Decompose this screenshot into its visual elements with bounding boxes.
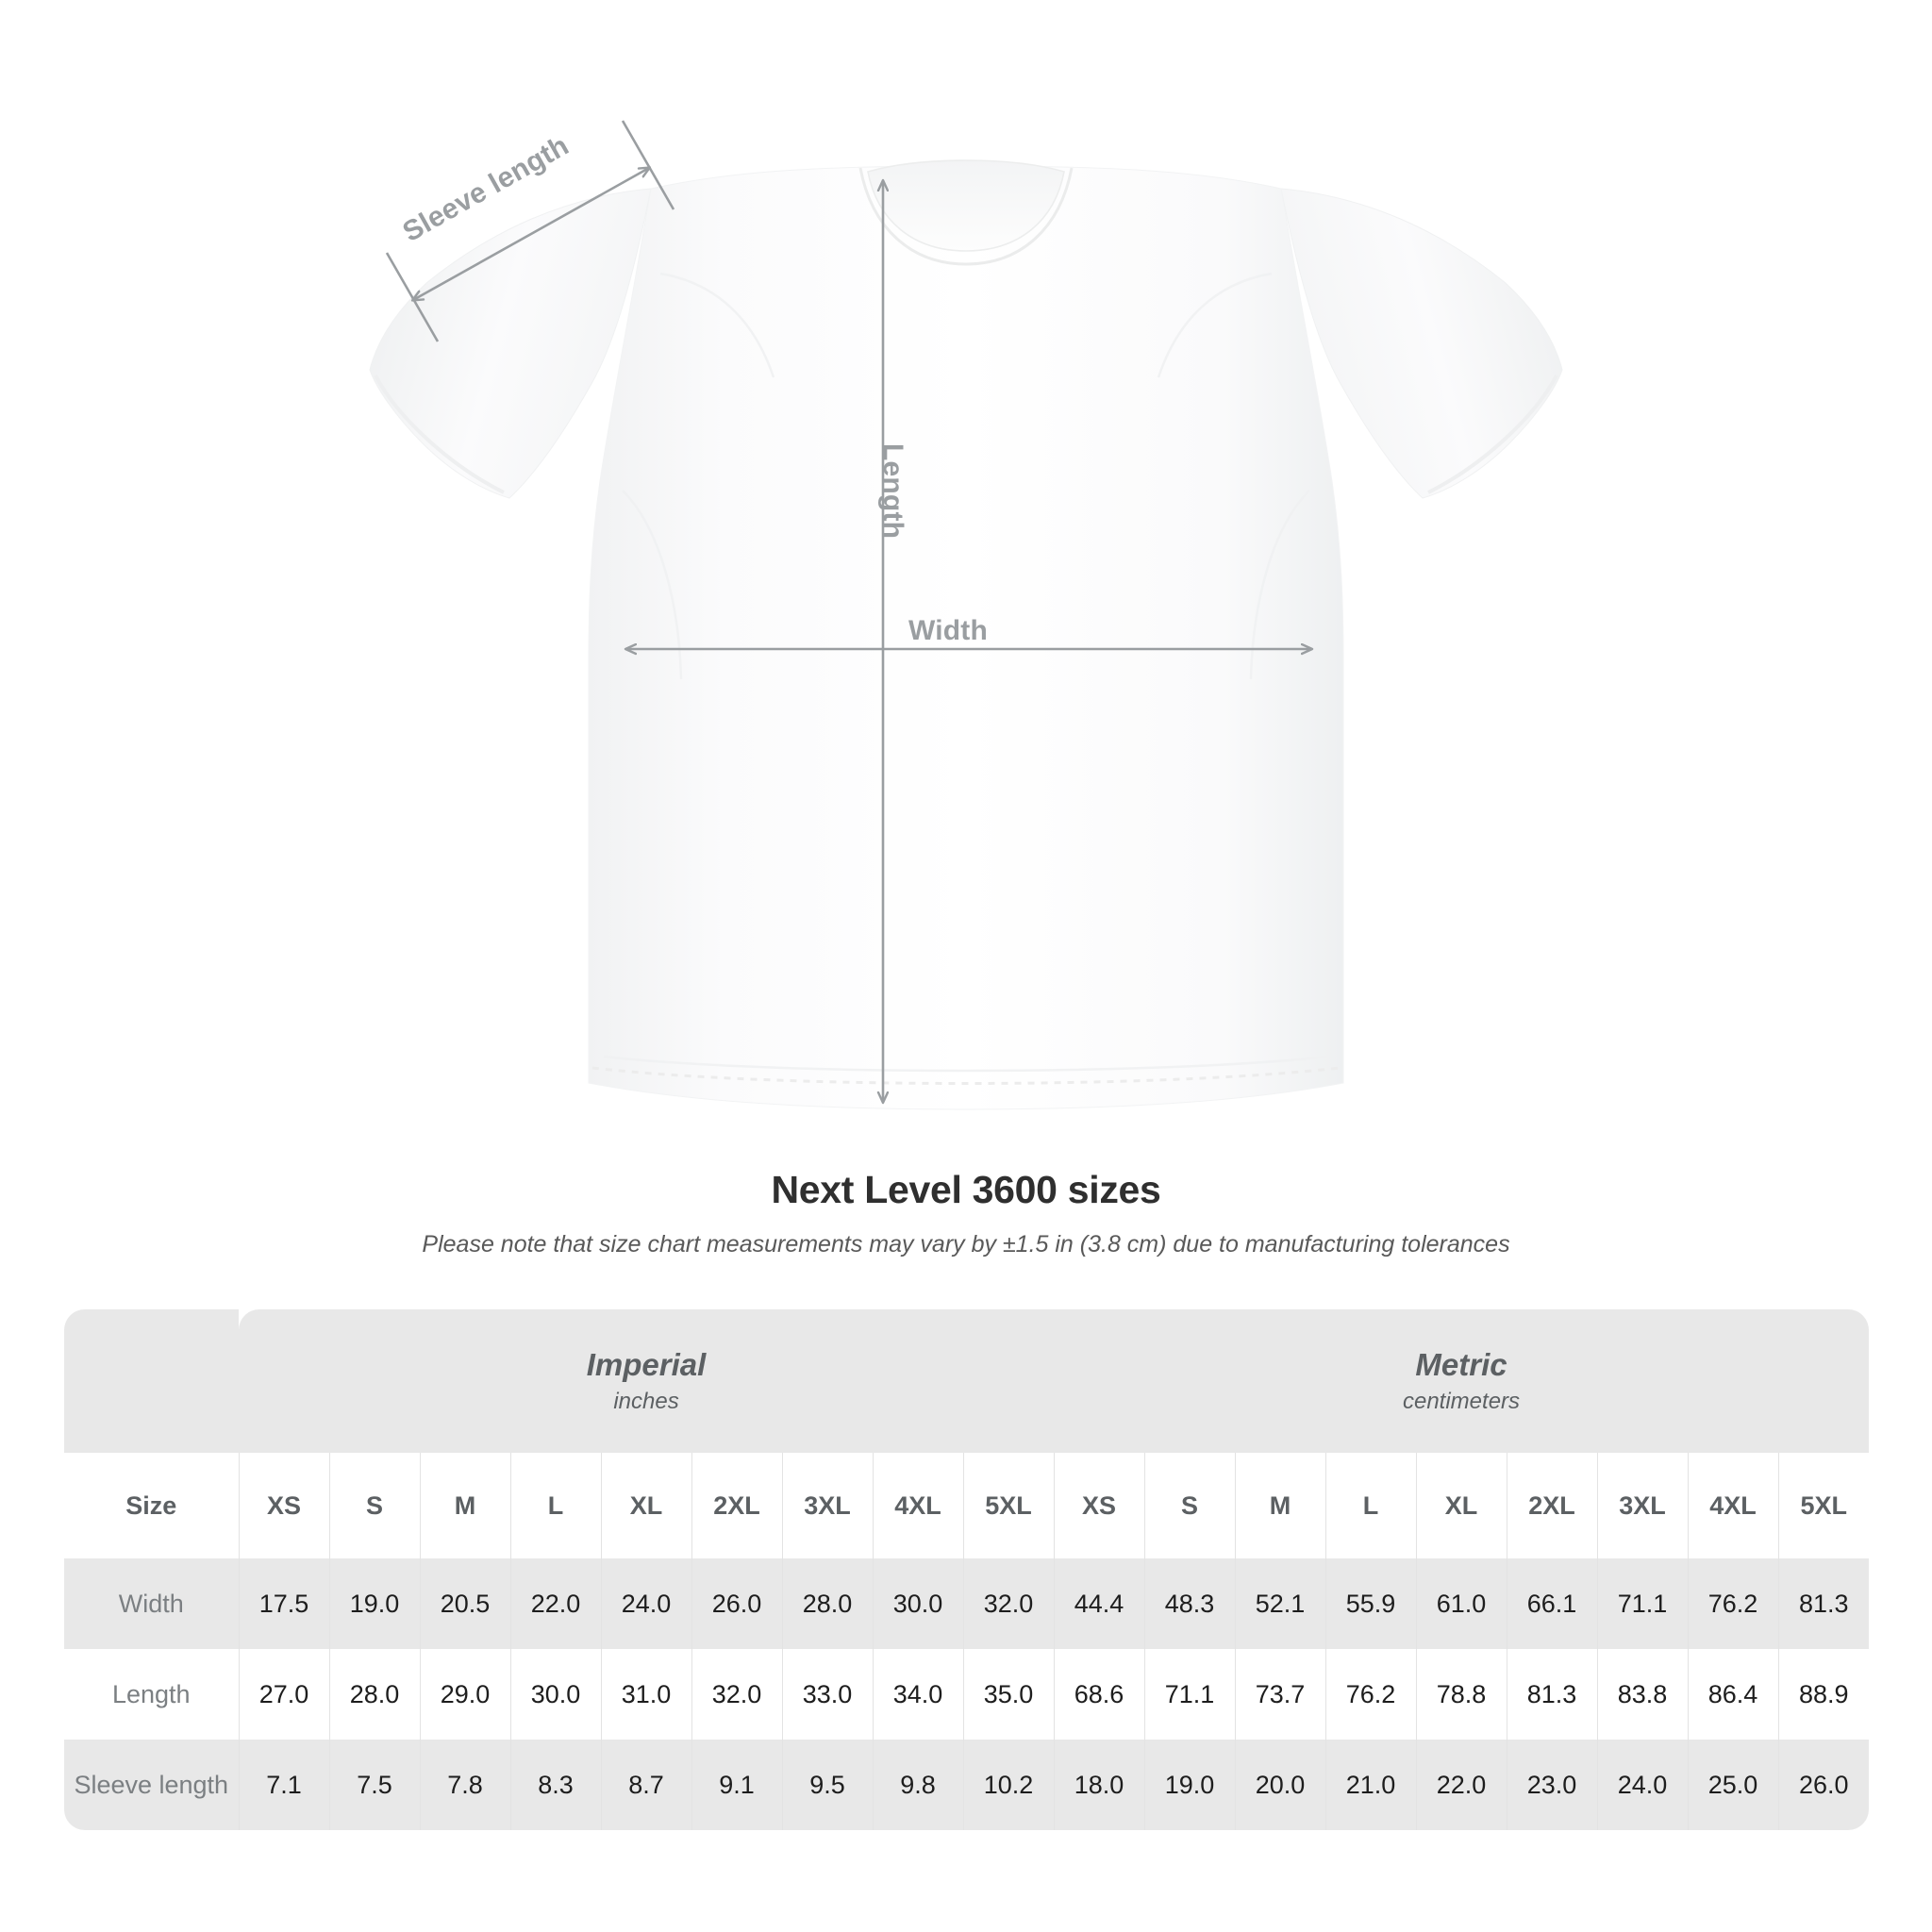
cell-length-imperial-S: 28.0 xyxy=(329,1649,421,1740)
page-title: Next Level 3600 sizes xyxy=(771,1168,1161,1211)
size-header-XS: XS xyxy=(239,1453,330,1558)
size-header-M: M xyxy=(1235,1453,1326,1558)
cell-width-metric-S: 48.3 xyxy=(1144,1558,1236,1649)
size-header-row: Size XS S M L XL 2XL 3XL 4XL 5XL XS S M L XL 2XL 3XL 4XL 5… xyxy=(64,1453,1870,1558)
size-header-S: S xyxy=(329,1453,421,1558)
size-header-3XL: 3XL xyxy=(782,1453,874,1558)
cell-sleeve-length-imperial-M: 7.8 xyxy=(420,1740,511,1830)
size-header-S: S xyxy=(1144,1453,1236,1558)
row-label-sleeve-length: Sleeve length xyxy=(64,1740,240,1830)
cell-length-metric-3XL: 83.8 xyxy=(1597,1649,1689,1740)
unit-group-metric: Metric centimeters xyxy=(1054,1309,1870,1453)
unit-group-name: Metric xyxy=(1415,1347,1507,1383)
size-header-3XL: 3XL xyxy=(1597,1453,1689,1558)
cell-length-metric-L: 76.2 xyxy=(1325,1649,1417,1740)
table-row: Length 27.0 28.0 29.0 30.0 31.0 32.0 33.0 34.0 35… xyxy=(64,1649,1870,1740)
row-label-width: Width xyxy=(64,1558,240,1649)
sleeve-length-measure xyxy=(385,120,675,342)
cell-width-metric-XS: 44.4 xyxy=(1054,1558,1145,1649)
cell-sleeve-length-imperial-XS: 7.1 xyxy=(239,1740,330,1830)
tshirt-diagram: Sleeve length Length Width xyxy=(369,120,1563,1110)
cell-length-metric-M: 73.7 xyxy=(1235,1649,1326,1740)
unit-group-sub: inches xyxy=(613,1389,679,1415)
cell-length-imperial-XL: 31.0 xyxy=(601,1649,692,1740)
size-header-XL: XL xyxy=(601,1453,692,1558)
cell-sleeve-length-metric-S: 19.0 xyxy=(1144,1740,1236,1830)
cell-width-imperial-XS: 17.5 xyxy=(239,1558,330,1649)
cell-width-imperial-L: 22.0 xyxy=(510,1558,602,1649)
cell-length-imperial-XS: 27.0 xyxy=(239,1649,330,1740)
cell-length-metric-XS: 68.6 xyxy=(1054,1649,1145,1740)
unit-header-row: Imperial inches Metric centimeters xyxy=(64,1309,1870,1453)
cell-length-imperial-3XL: 33.0 xyxy=(782,1649,874,1740)
cell-length-metric-XL: 78.8 xyxy=(1416,1649,1507,1740)
cell-width-metric-5XL: 81.3 xyxy=(1778,1558,1870,1649)
cell-width-metric-M: 52.1 xyxy=(1235,1558,1326,1649)
cell-sleeve-length-metric-4XL: 25.0 xyxy=(1688,1740,1779,1830)
cell-sleeve-length-metric-M: 20.0 xyxy=(1235,1740,1326,1830)
cell-sleeve-length-metric-L: 21.0 xyxy=(1325,1740,1417,1830)
cell-sleeve-length-imperial-2XL: 9.1 xyxy=(691,1740,783,1830)
cell-sleeve-length-metric-2XL: 23.0 xyxy=(1507,1740,1598,1830)
cell-width-imperial-XL: 24.0 xyxy=(601,1558,692,1649)
size-header-L: L xyxy=(510,1453,602,1558)
size-header-2XL: 2XL xyxy=(691,1453,783,1558)
unit-group-name: Imperial xyxy=(586,1347,707,1383)
cell-width-metric-XL: 61.0 xyxy=(1416,1558,1507,1649)
cell-length-imperial-5XL: 35.0 xyxy=(963,1649,1055,1740)
unit-header-corner xyxy=(64,1309,239,1453)
cell-sleeve-length-metric-XS: 18.0 xyxy=(1054,1740,1145,1830)
length-label: Length xyxy=(877,443,908,540)
caption-block: Next Level 3600 sizes Please note that s… xyxy=(0,1168,1932,1258)
size-header-5XL: 5XL xyxy=(1778,1453,1870,1558)
cell-length-metric-4XL: 86.4 xyxy=(1688,1649,1779,1740)
cell-width-imperial-2XL: 26.0 xyxy=(691,1558,783,1649)
cell-sleeve-length-imperial-5XL: 10.2 xyxy=(963,1740,1055,1830)
width-label: Width xyxy=(908,615,989,646)
unit-group-sub: centimeters xyxy=(1402,1389,1521,1415)
size-header-XL: XL xyxy=(1416,1453,1507,1558)
tshirt-illustration xyxy=(369,120,1563,1110)
cell-length-imperial-L: 30.0 xyxy=(510,1649,602,1740)
cell-length-imperial-4XL: 34.0 xyxy=(873,1649,964,1740)
cell-width-imperial-5XL: 32.0 xyxy=(963,1558,1055,1649)
size-header-XS: XS xyxy=(1054,1453,1145,1558)
shirt-body-group xyxy=(369,159,1563,1110)
cell-length-metric-S: 71.1 xyxy=(1144,1649,1236,1740)
cell-sleeve-length-imperial-XL: 8.7 xyxy=(601,1740,692,1830)
cell-sleeve-length-imperial-L: 8.3 xyxy=(510,1740,602,1830)
cell-width-metric-L: 55.9 xyxy=(1325,1558,1417,1649)
size-header-4XL: 4XL xyxy=(1688,1453,1779,1558)
size-header-4XL: 4XL xyxy=(873,1453,964,1558)
table-row: Width 17.5 19.0 20.5 22.0 24.0 26.0 28.0 30.0 32.… xyxy=(64,1558,1870,1649)
cell-sleeve-length-metric-XL: 22.0 xyxy=(1416,1740,1507,1830)
cell-sleeve-length-imperial-4XL: 9.8 xyxy=(873,1740,964,1830)
cell-width-metric-4XL: 76.2 xyxy=(1688,1558,1779,1649)
size-header-M: M xyxy=(420,1453,511,1558)
cell-sleeve-length-metric-3XL: 24.0 xyxy=(1597,1740,1689,1830)
size-chart-table: Imperial inches Metric centimeters Size XS S M… xyxy=(64,1309,1870,1830)
size-row-label: Size xyxy=(64,1453,240,1558)
row-label-length: Length xyxy=(64,1649,240,1740)
cell-width-metric-3XL: 71.1 xyxy=(1597,1558,1689,1649)
cell-length-imperial-M: 29.0 xyxy=(420,1649,511,1740)
cell-length-metric-2XL: 81.3 xyxy=(1507,1649,1598,1740)
cell-sleeve-length-imperial-3XL: 9.5 xyxy=(782,1740,874,1830)
cell-width-imperial-M: 20.5 xyxy=(420,1558,511,1649)
size-header-5XL: 5XL xyxy=(963,1453,1055,1558)
cell-width-imperial-4XL: 30.0 xyxy=(873,1558,964,1649)
unit-group-imperial: Imperial inches xyxy=(239,1309,1054,1453)
cell-width-imperial-S: 19.0 xyxy=(329,1558,421,1649)
tolerance-note: Please note that size chart measurements… xyxy=(422,1231,1510,1257)
cell-length-imperial-2XL: 32.0 xyxy=(691,1649,783,1740)
cell-length-metric-5XL: 88.9 xyxy=(1778,1649,1870,1740)
cell-sleeve-length-imperial-S: 7.5 xyxy=(329,1740,421,1830)
size-header-2XL: 2XL xyxy=(1507,1453,1598,1558)
cell-sleeve-length-metric-5XL: 26.0 xyxy=(1778,1740,1870,1830)
size-chart-table-wrap: Imperial inches Metric centimeters Size XS S M… xyxy=(64,1309,1870,1830)
cell-width-metric-2XL: 66.1 xyxy=(1507,1558,1598,1649)
size-header-L: L xyxy=(1325,1453,1417,1558)
table-row: Sleeve length 7.1 7.5 7.8 8.3 8.7 9.1 9.5 9.8 10.… xyxy=(64,1740,1870,1830)
cell-width-imperial-3XL: 28.0 xyxy=(782,1558,874,1649)
